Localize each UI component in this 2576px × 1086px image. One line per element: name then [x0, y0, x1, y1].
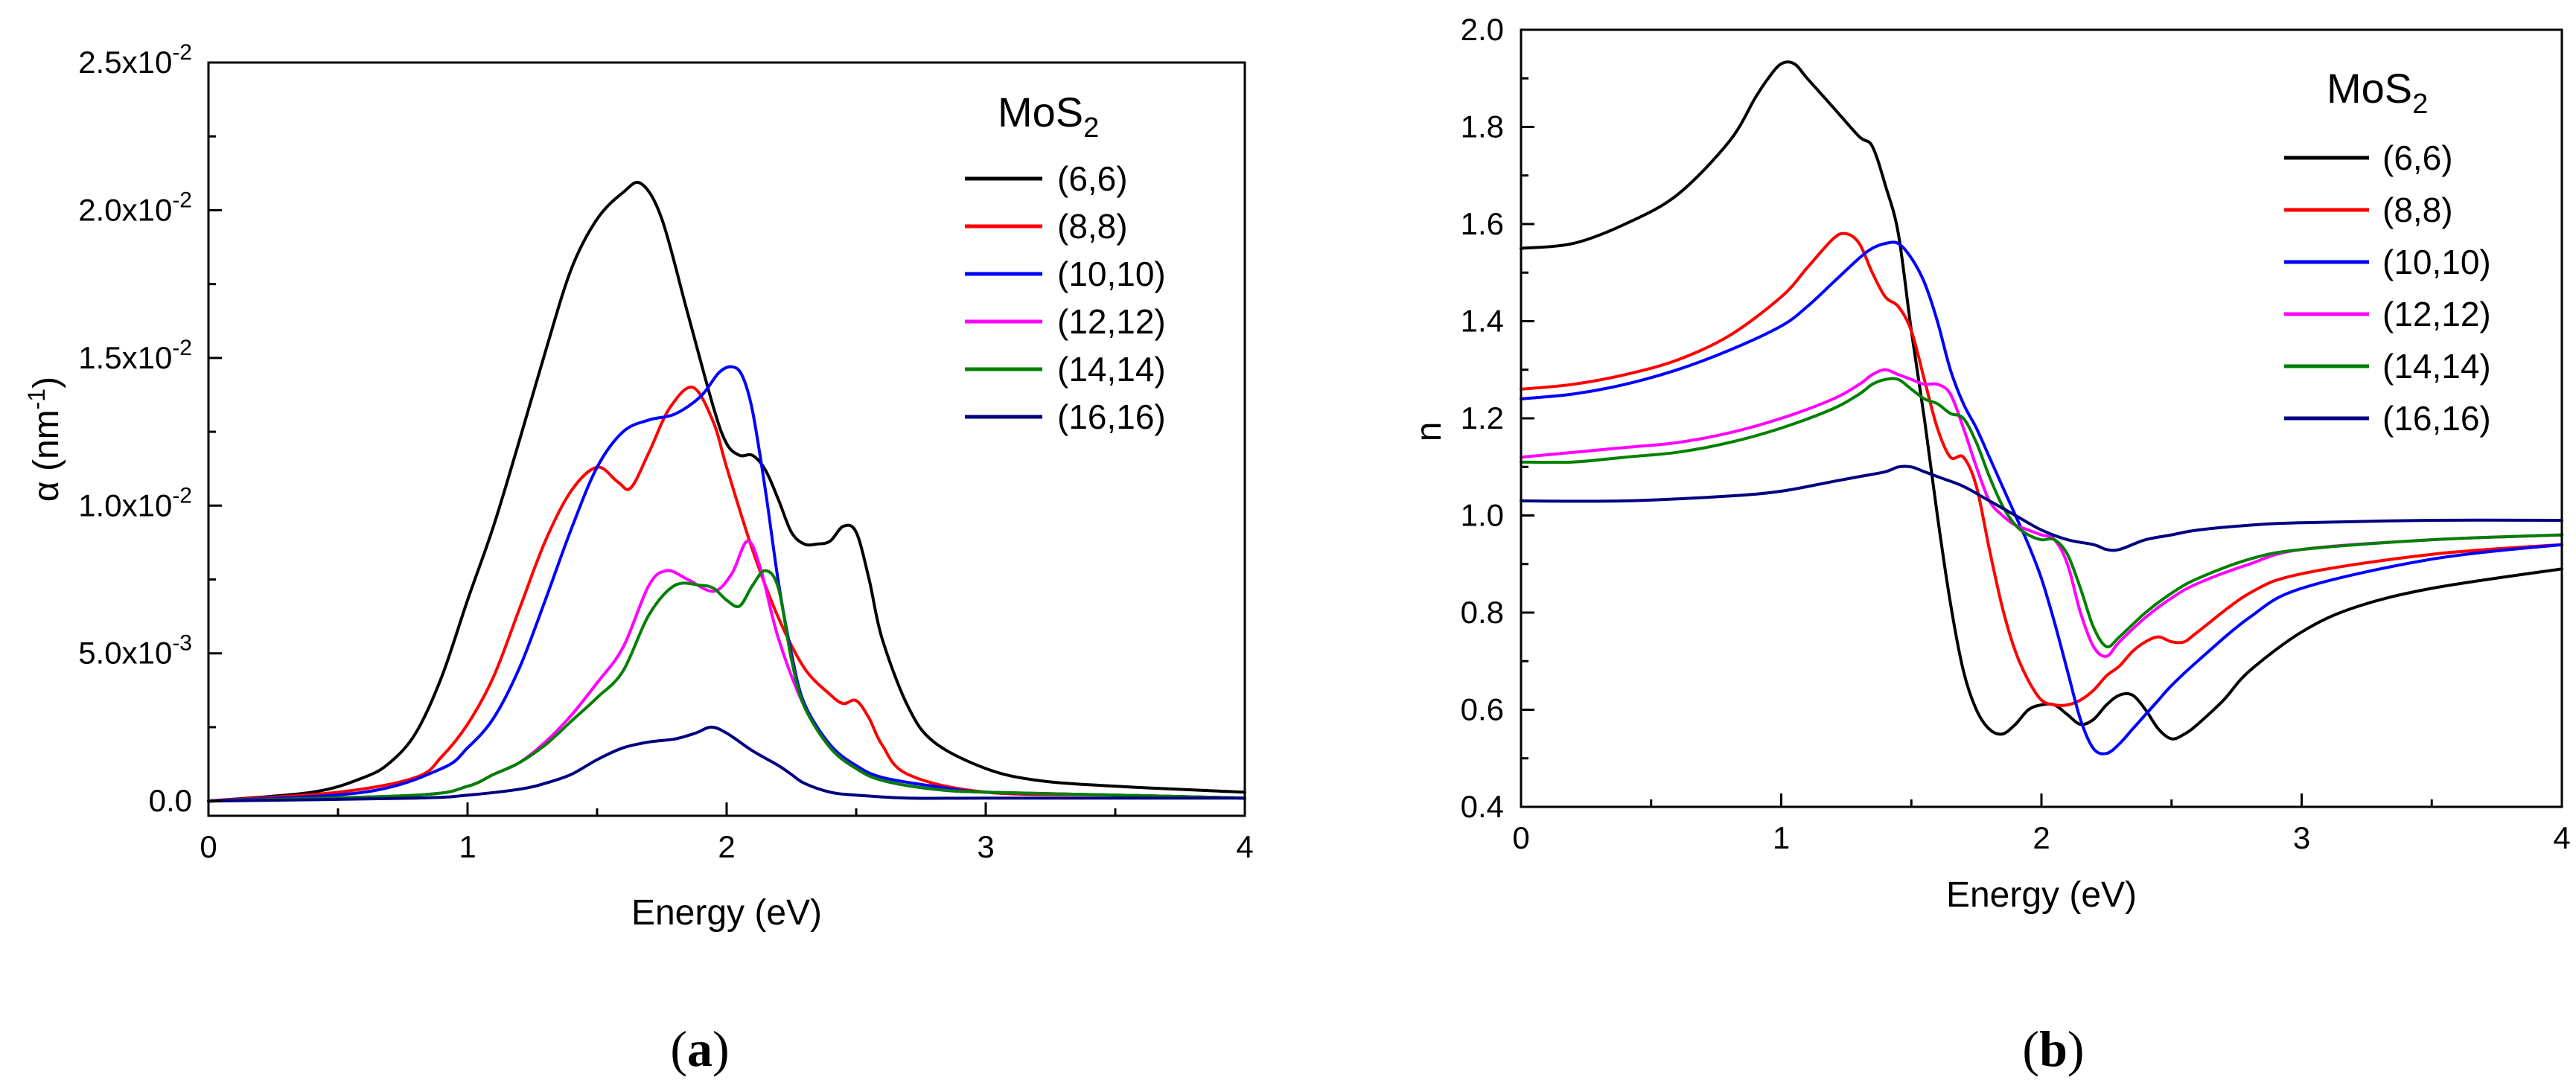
panel-a-legend-label-4: (14,14) [1057, 350, 1166, 389]
panel-a-series-line-5 [207, 725, 1246, 803]
panel-a-legend-label-0: (6,6) [1057, 159, 1128, 198]
panel-a-caption-open: ( [670, 1020, 687, 1077]
panel-a-legend-label-2: (10,10) [1057, 255, 1166, 293]
panel-b-y-tick-label: 1.8 [1461, 109, 1504, 144]
panel-b-series-line-3 [1520, 368, 2563, 658]
panel-b-series-line-5 [1520, 464, 2563, 552]
panel-b-caption-close: ) [2068, 1020, 2085, 1077]
panel-b-y-tick-label: 0.6 [1461, 692, 1504, 727]
panel-a-legend-title-main: MoS [998, 89, 1083, 135]
panel-a-legend-title: MoS2 [998, 89, 1099, 144]
panel-a-y-ticks: 0.05.0x10-31.0x10-21.5x10-22.0x10-22.5x1… [78, 40, 222, 818]
panel-b-legend-title-main: MoS [2327, 65, 2412, 112]
panel-a-y-axis-exponent: -1 [23, 389, 50, 409]
panel-a-x-tick-label: 1 [459, 829, 476, 864]
panel-b-x-ticks: 0 1 2 3 4 [1512, 793, 2571, 855]
panel-b-caption-letter: b [2039, 1020, 2068, 1077]
panel-a-y-axis-label: α (nm-1) [23, 377, 66, 502]
panel-a-x-tick-label: 2 [718, 829, 735, 864]
panel-b-caption-open: ( [2022, 1020, 2039, 1077]
panel-a-legend-label-5: (16,16) [1057, 397, 1166, 436]
panel-a-y-tick-label: 2.5x10-2 [78, 40, 192, 80]
panel-a-y-tick-exponent: -3 [172, 631, 192, 656]
panel-a-series-lines [207, 180, 1246, 803]
panel-b-legend-label-4: (14,14) [2382, 347, 2491, 386]
panel-b-series-line-1 [1520, 231, 2563, 707]
panel-a-y-tick-mantissa: 5.0x10 [78, 636, 172, 671]
panel-a-y-axis-unit: (nm [27, 409, 66, 481]
panel-a-y-tick-mantissa: 1.0x10 [78, 488, 172, 523]
panel-a-legend: MoS2 (6,6) (8,8) (10,10) (12,12) (14,14) (16,… [965, 89, 1166, 436]
panel-a-y-axis-close: ) [27, 377, 66, 389]
panel-b-legend-label-3: (12,12) [2382, 295, 2491, 333]
panel-a-x-tick-label: 3 [977, 829, 994, 864]
panel-b-y-tick-label: 2.0 [1461, 12, 1504, 47]
panel-a-y-tick-mantissa: 2.5x10 [78, 45, 172, 80]
panel-a-y-tick-label: 1.5x10-2 [78, 336, 192, 375]
panel-b-y-tick-label: 0.8 [1461, 595, 1504, 630]
panel-a-legend-items: (6,6) (8,8) (10,10) (12,12) (14,14) (16,16) [965, 159, 1166, 436]
panel-b-legend-items: (6,6) (8,8) (10,10) (12,12) (14,14) (16,16) [2284, 138, 2491, 438]
panel-a-caption-letter: a [687, 1020, 712, 1077]
panel-a-x-ticks: 0 1 2 3 4 [200, 802, 1254, 864]
panel-a-legend-label-1: (8,8) [1057, 207, 1128, 246]
panel-b-legend-label-5: (16,16) [2382, 399, 2491, 438]
panel-b-x-tick-label: 2 [2033, 820, 2050, 855]
panel-a-series-line-3 [207, 539, 1246, 803]
panel-b-y-axis-label: n [1409, 422, 1449, 442]
panel-b-y-ticks: 0.4 0.6 0.8 1.0 1.2 1.4 1.6 1.8 2.0 [1461, 12, 1534, 824]
panel-b-legend-label-2: (10,10) [2382, 243, 2491, 281]
panel-b-y-tick-label: 1.2 [1461, 400, 1504, 435]
panel-b-caption: (b) [2022, 1020, 2084, 1077]
panel-a-series-line-2 [207, 365, 1246, 803]
panel-a-caption-close: ) [712, 1020, 730, 1077]
panel-a-legend-title-subscript: 2 [1083, 112, 1099, 144]
panel-b-y-tick-label: 1.4 [1461, 304, 1504, 339]
panel-b-chart: 0 1 2 3 4 0.4 0.6 0.8 1.0 1.2 1.4 1.6 1.8 2.0 Energy… [1409, 12, 2571, 1077]
panel-a-y-tick-exponent: -2 [172, 336, 192, 360]
panel-a-caption: (a) [670, 1020, 729, 1077]
panel-b-series-line-2 [1520, 240, 2563, 756]
panel-b-x-tick-label: 4 [2553, 820, 2570, 855]
panel-a-x-tick-label: 0 [200, 829, 217, 864]
panel-a-y-tick-label: 5.0x10-3 [78, 631, 192, 671]
panel-a-y-tick-mantissa: 2.0x10 [78, 192, 172, 227]
panel-a-y-tick-exponent: -2 [172, 40, 192, 65]
panel-b-series-line-4 [1520, 377, 2563, 649]
panel-b-legend-label-0: (6,6) [2382, 138, 2453, 177]
panel-a-x-axis-label: Energy (eV) [631, 893, 822, 933]
panel-a-series-line-1 [207, 386, 1246, 803]
panel-b-y-tick-label: 1.0 [1461, 498, 1504, 533]
panel-b-x-tick-label: 1 [1773, 820, 1790, 855]
panel-b-x-tick-label: 3 [2293, 820, 2310, 855]
panel-a-series-line-4 [207, 569, 1246, 803]
panel-b-y-tick-label: 0.4 [1461, 789, 1504, 824]
panel-a-y-tick-label: 0.0 [149, 783, 192, 818]
panel-a-y-tick-mantissa: 0.0 [149, 783, 192, 818]
panel-a-y-axis-symbol: α [27, 481, 66, 502]
panel-b-y-tick-label: 1.6 [1461, 206, 1504, 241]
panel-b-legend: MoS2 (6,6) (8,8) (10,10) (12,12) (14,14) (16,… [2284, 65, 2491, 438]
panel-b-legend-label-1: (8,8) [2382, 191, 2453, 229]
panel-b-x-tick-label: 0 [1512, 820, 1529, 855]
panel-b-x-axis-label: Energy (eV) [1946, 875, 2137, 915]
panel-a-x-tick-label: 4 [1236, 829, 1253, 864]
panel-b-legend-title-subscript: 2 [2412, 89, 2428, 120]
panel-a-y-tick-exponent: -2 [172, 188, 192, 212]
panel-a-y-tick-mantissa: 1.5x10 [78, 340, 172, 375]
panel-a-y-tick-exponent: -2 [172, 483, 192, 508]
panel-a-legend-label-3: (12,12) [1057, 302, 1166, 341]
panel-a-y-tick-label: 2.0x10-2 [78, 188, 192, 227]
panel-b-series-lines [1520, 60, 2563, 756]
panel-b-legend-title: MoS2 [2327, 65, 2428, 120]
panel-a-series-line-0 [207, 180, 1246, 803]
panel-a-y-tick-label: 1.0x10-2 [78, 483, 192, 523]
panel-b-series-line-0 [1520, 60, 2563, 741]
